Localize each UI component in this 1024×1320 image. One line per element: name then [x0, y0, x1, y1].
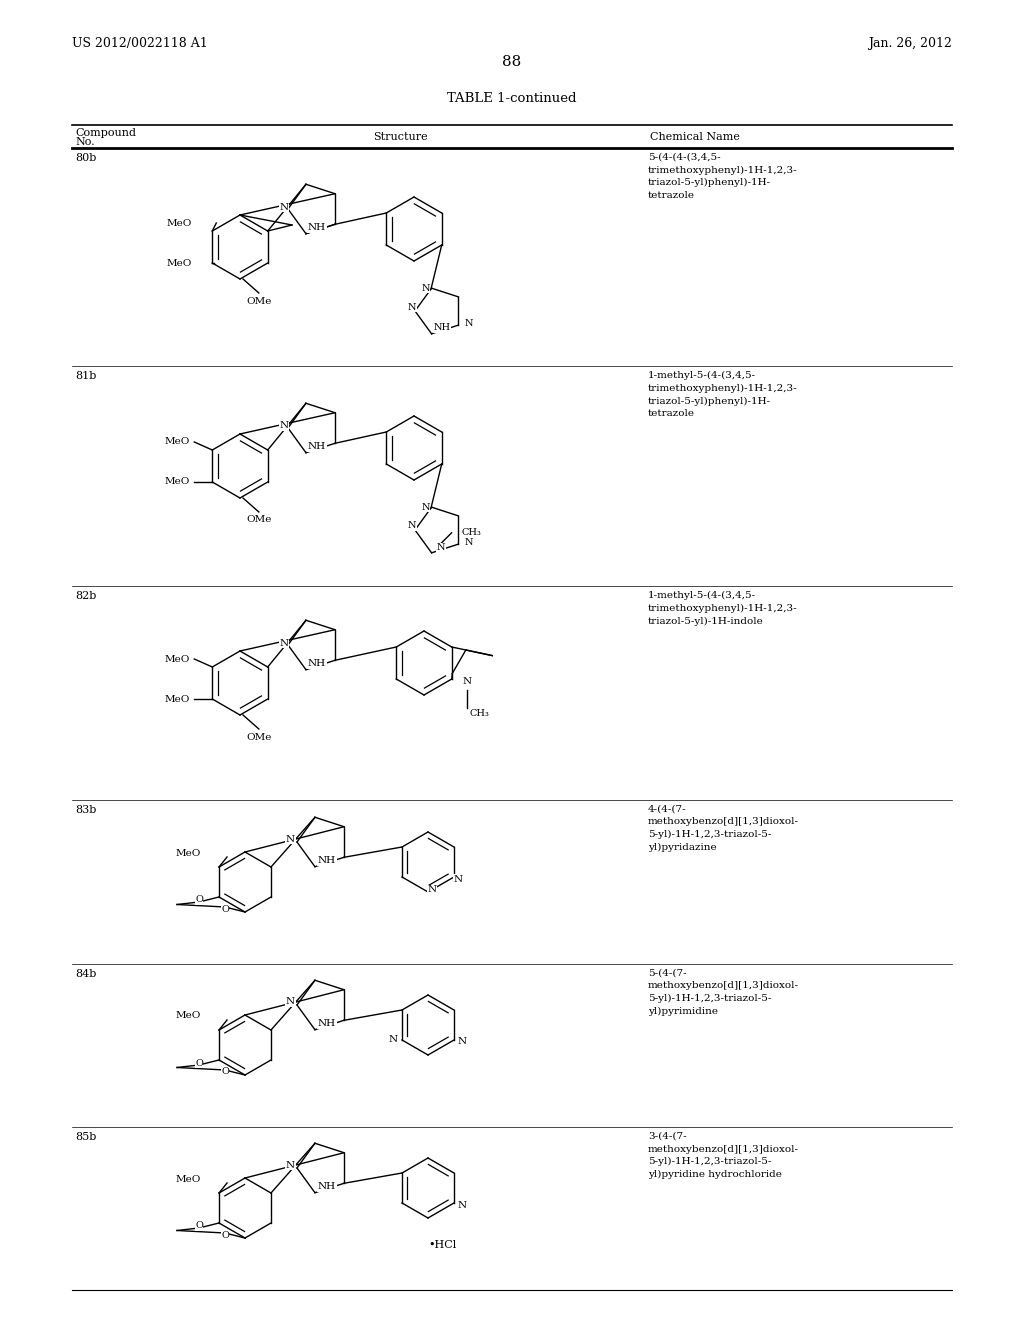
Text: Compound: Compound	[75, 128, 136, 139]
Text: N: N	[280, 639, 289, 648]
Text: MeO: MeO	[165, 478, 190, 487]
Text: No.: No.	[75, 137, 94, 147]
Text: Chemical Name: Chemical Name	[650, 132, 740, 143]
Text: N: N	[389, 1035, 398, 1044]
Text: CH₃: CH₃	[462, 528, 481, 537]
Text: N: N	[421, 284, 430, 293]
Text: N: N	[436, 544, 445, 552]
Text: N: N	[286, 998, 295, 1006]
Text: 4-(4-(7-
methoxybenzo[d][1,3]dioxol-
5-yl)-1H-1,2,3-triazol-5-
yl)pyridazine: 4-(4-(7- methoxybenzo[d][1,3]dioxol- 5-y…	[648, 805, 799, 851]
Text: 5-(4-(7-
methoxybenzo[d][1,3]dioxol-
5-yl)-1H-1,2,3-triazol-5-
yl)pyrimidine: 5-(4-(7- methoxybenzo[d][1,3]dioxol- 5-y…	[648, 969, 799, 1016]
Text: TABLE 1-continued: TABLE 1-continued	[447, 92, 577, 106]
Text: N: N	[408, 302, 416, 312]
Text: N: N	[465, 537, 473, 546]
Text: 3-(4-(7-
methoxybenzo[d][1,3]dioxol-
5-yl)-1H-1,2,3-triazol-5-
yl)pyridine hydro: 3-(4-(7- methoxybenzo[d][1,3]dioxol- 5-y…	[648, 1133, 799, 1179]
Text: CH₃: CH₃	[469, 709, 489, 718]
Text: N: N	[465, 318, 473, 327]
Text: MeO: MeO	[167, 259, 193, 268]
Text: 1-methyl-5-(4-(3,4,5-
trimethoxyphenyl)-1H-1,2,3-
triazol-5-yl)-1H-indole: 1-methyl-5-(4-(3,4,5- trimethoxyphenyl)-…	[648, 591, 798, 626]
Text: 1-methyl-5-(4-(3,4,5-
trimethoxyphenyl)-1H-1,2,3-
triazol-5-yl)phenyl)-1H-
tetra: 1-methyl-5-(4-(3,4,5- trimethoxyphenyl)-…	[648, 371, 798, 418]
Text: O: O	[221, 1068, 229, 1077]
Text: OMe: OMe	[246, 516, 271, 524]
Text: N: N	[280, 421, 289, 430]
Text: 82b: 82b	[75, 591, 96, 601]
Text: MeO: MeO	[176, 849, 201, 858]
Text: N: N	[421, 503, 430, 512]
Text: O: O	[196, 1059, 203, 1068]
Text: NH: NH	[308, 659, 326, 668]
Text: 83b: 83b	[75, 805, 96, 814]
Text: US 2012/0022118 A1: US 2012/0022118 A1	[72, 37, 208, 50]
Text: MeO: MeO	[165, 437, 190, 446]
Text: 85b: 85b	[75, 1133, 96, 1142]
Text: MeO: MeO	[165, 694, 190, 704]
Text: O: O	[221, 904, 229, 913]
Text: O: O	[221, 1230, 229, 1239]
Text: NH: NH	[318, 1019, 336, 1028]
Text: N: N	[454, 874, 463, 883]
Text: Structure: Structure	[373, 132, 427, 143]
Text: 88: 88	[503, 55, 521, 69]
Text: MeO: MeO	[176, 1011, 201, 1020]
Text: 81b: 81b	[75, 371, 96, 381]
Text: N: N	[280, 202, 289, 211]
Text: N: N	[463, 677, 472, 686]
Text: NH: NH	[318, 1183, 336, 1191]
Text: O: O	[196, 895, 203, 904]
Text: NH: NH	[308, 223, 326, 232]
Text: MeO: MeO	[167, 219, 193, 227]
Text: NH: NH	[318, 857, 336, 865]
Text: MeO: MeO	[165, 655, 190, 664]
Text: N: N	[427, 886, 436, 895]
Text: O: O	[196, 1221, 203, 1230]
Text: MeO: MeO	[176, 1175, 201, 1184]
Text: NH: NH	[433, 323, 451, 333]
Text: •HCl: •HCl	[429, 1239, 457, 1250]
Text: N: N	[458, 1200, 467, 1209]
Text: NH: NH	[308, 442, 326, 451]
Text: N: N	[286, 834, 295, 843]
Text: 5-(4-(4-(3,4,5-
trimethoxyphenyl)-1H-1,2,3-
triazol-5-yl)phenyl)-1H-
tetrazole: 5-(4-(4-(3,4,5- trimethoxyphenyl)-1H-1,2…	[648, 153, 798, 199]
Text: Jan. 26, 2012: Jan. 26, 2012	[868, 37, 952, 50]
Text: N: N	[286, 1160, 295, 1170]
Text: N: N	[458, 1038, 467, 1047]
Text: OMe: OMe	[246, 297, 271, 305]
Text: OMe: OMe	[246, 733, 271, 742]
Text: 80b: 80b	[75, 153, 96, 162]
Text: N: N	[408, 521, 416, 531]
Text: 84b: 84b	[75, 969, 96, 979]
